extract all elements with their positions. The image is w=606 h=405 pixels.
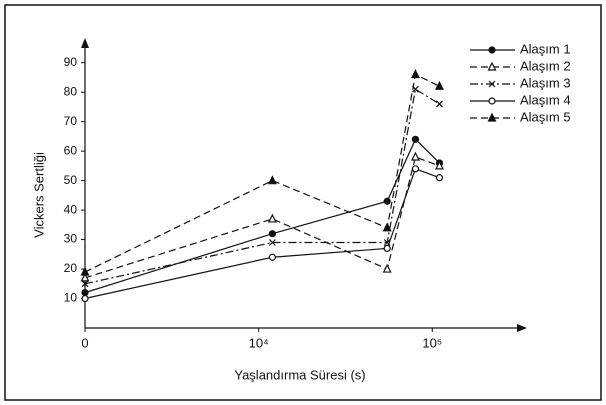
legend-marker xyxy=(488,80,496,88)
marker xyxy=(435,160,444,170)
legend-label: Alaşım 3 xyxy=(520,75,571,90)
x-tick-label: 0 xyxy=(81,335,88,350)
marker xyxy=(268,239,276,246)
legend-marker xyxy=(488,46,496,54)
x-axis-label: Yaşlandırma Süresi (s) xyxy=(234,367,365,382)
y-tick-label: 10 xyxy=(64,291,78,305)
marker xyxy=(410,151,420,161)
y-tick-label: 20 xyxy=(64,261,78,275)
y-axis-label: Vickers Sertliği xyxy=(31,152,46,238)
marker xyxy=(268,253,276,261)
legend-marker xyxy=(487,61,497,71)
marker xyxy=(80,272,90,282)
y-arrow xyxy=(81,38,89,48)
marker xyxy=(383,197,391,205)
y-tick-label: 50 xyxy=(64,173,78,187)
marker xyxy=(436,100,443,108)
marker xyxy=(268,230,276,238)
marker xyxy=(382,222,392,232)
marker xyxy=(267,213,277,223)
marker xyxy=(435,174,444,182)
marker xyxy=(382,263,392,273)
y-tick-label: 30 xyxy=(64,232,78,246)
legend-label: Alaşım 2 xyxy=(520,58,571,73)
x-tick-label: 10⁵ xyxy=(422,335,442,350)
marker xyxy=(81,289,89,297)
marker xyxy=(267,175,277,185)
x-arrow xyxy=(517,324,527,332)
y-tick-label: 60 xyxy=(64,143,78,157)
y-tick-label: 90 xyxy=(64,55,78,69)
marker xyxy=(410,69,420,79)
marker xyxy=(435,80,444,90)
y-tick-label: 40 xyxy=(64,202,78,216)
y-tick-label: 70 xyxy=(64,114,78,128)
marker xyxy=(81,280,89,288)
legend-label: Alaşım 1 xyxy=(520,41,571,56)
marker xyxy=(411,165,420,173)
marker xyxy=(80,266,90,276)
marker xyxy=(81,294,89,303)
legend-marker xyxy=(487,112,497,122)
y-tick-label: 80 xyxy=(64,84,78,98)
marker xyxy=(383,244,391,253)
legend-label: Alaşım 5 xyxy=(520,109,571,124)
legend-marker xyxy=(488,97,496,105)
x-tick-label: 10⁴ xyxy=(249,335,269,350)
legend xyxy=(465,41,599,136)
legend-label: Alaşım 4 xyxy=(520,92,571,107)
marker xyxy=(411,135,420,143)
